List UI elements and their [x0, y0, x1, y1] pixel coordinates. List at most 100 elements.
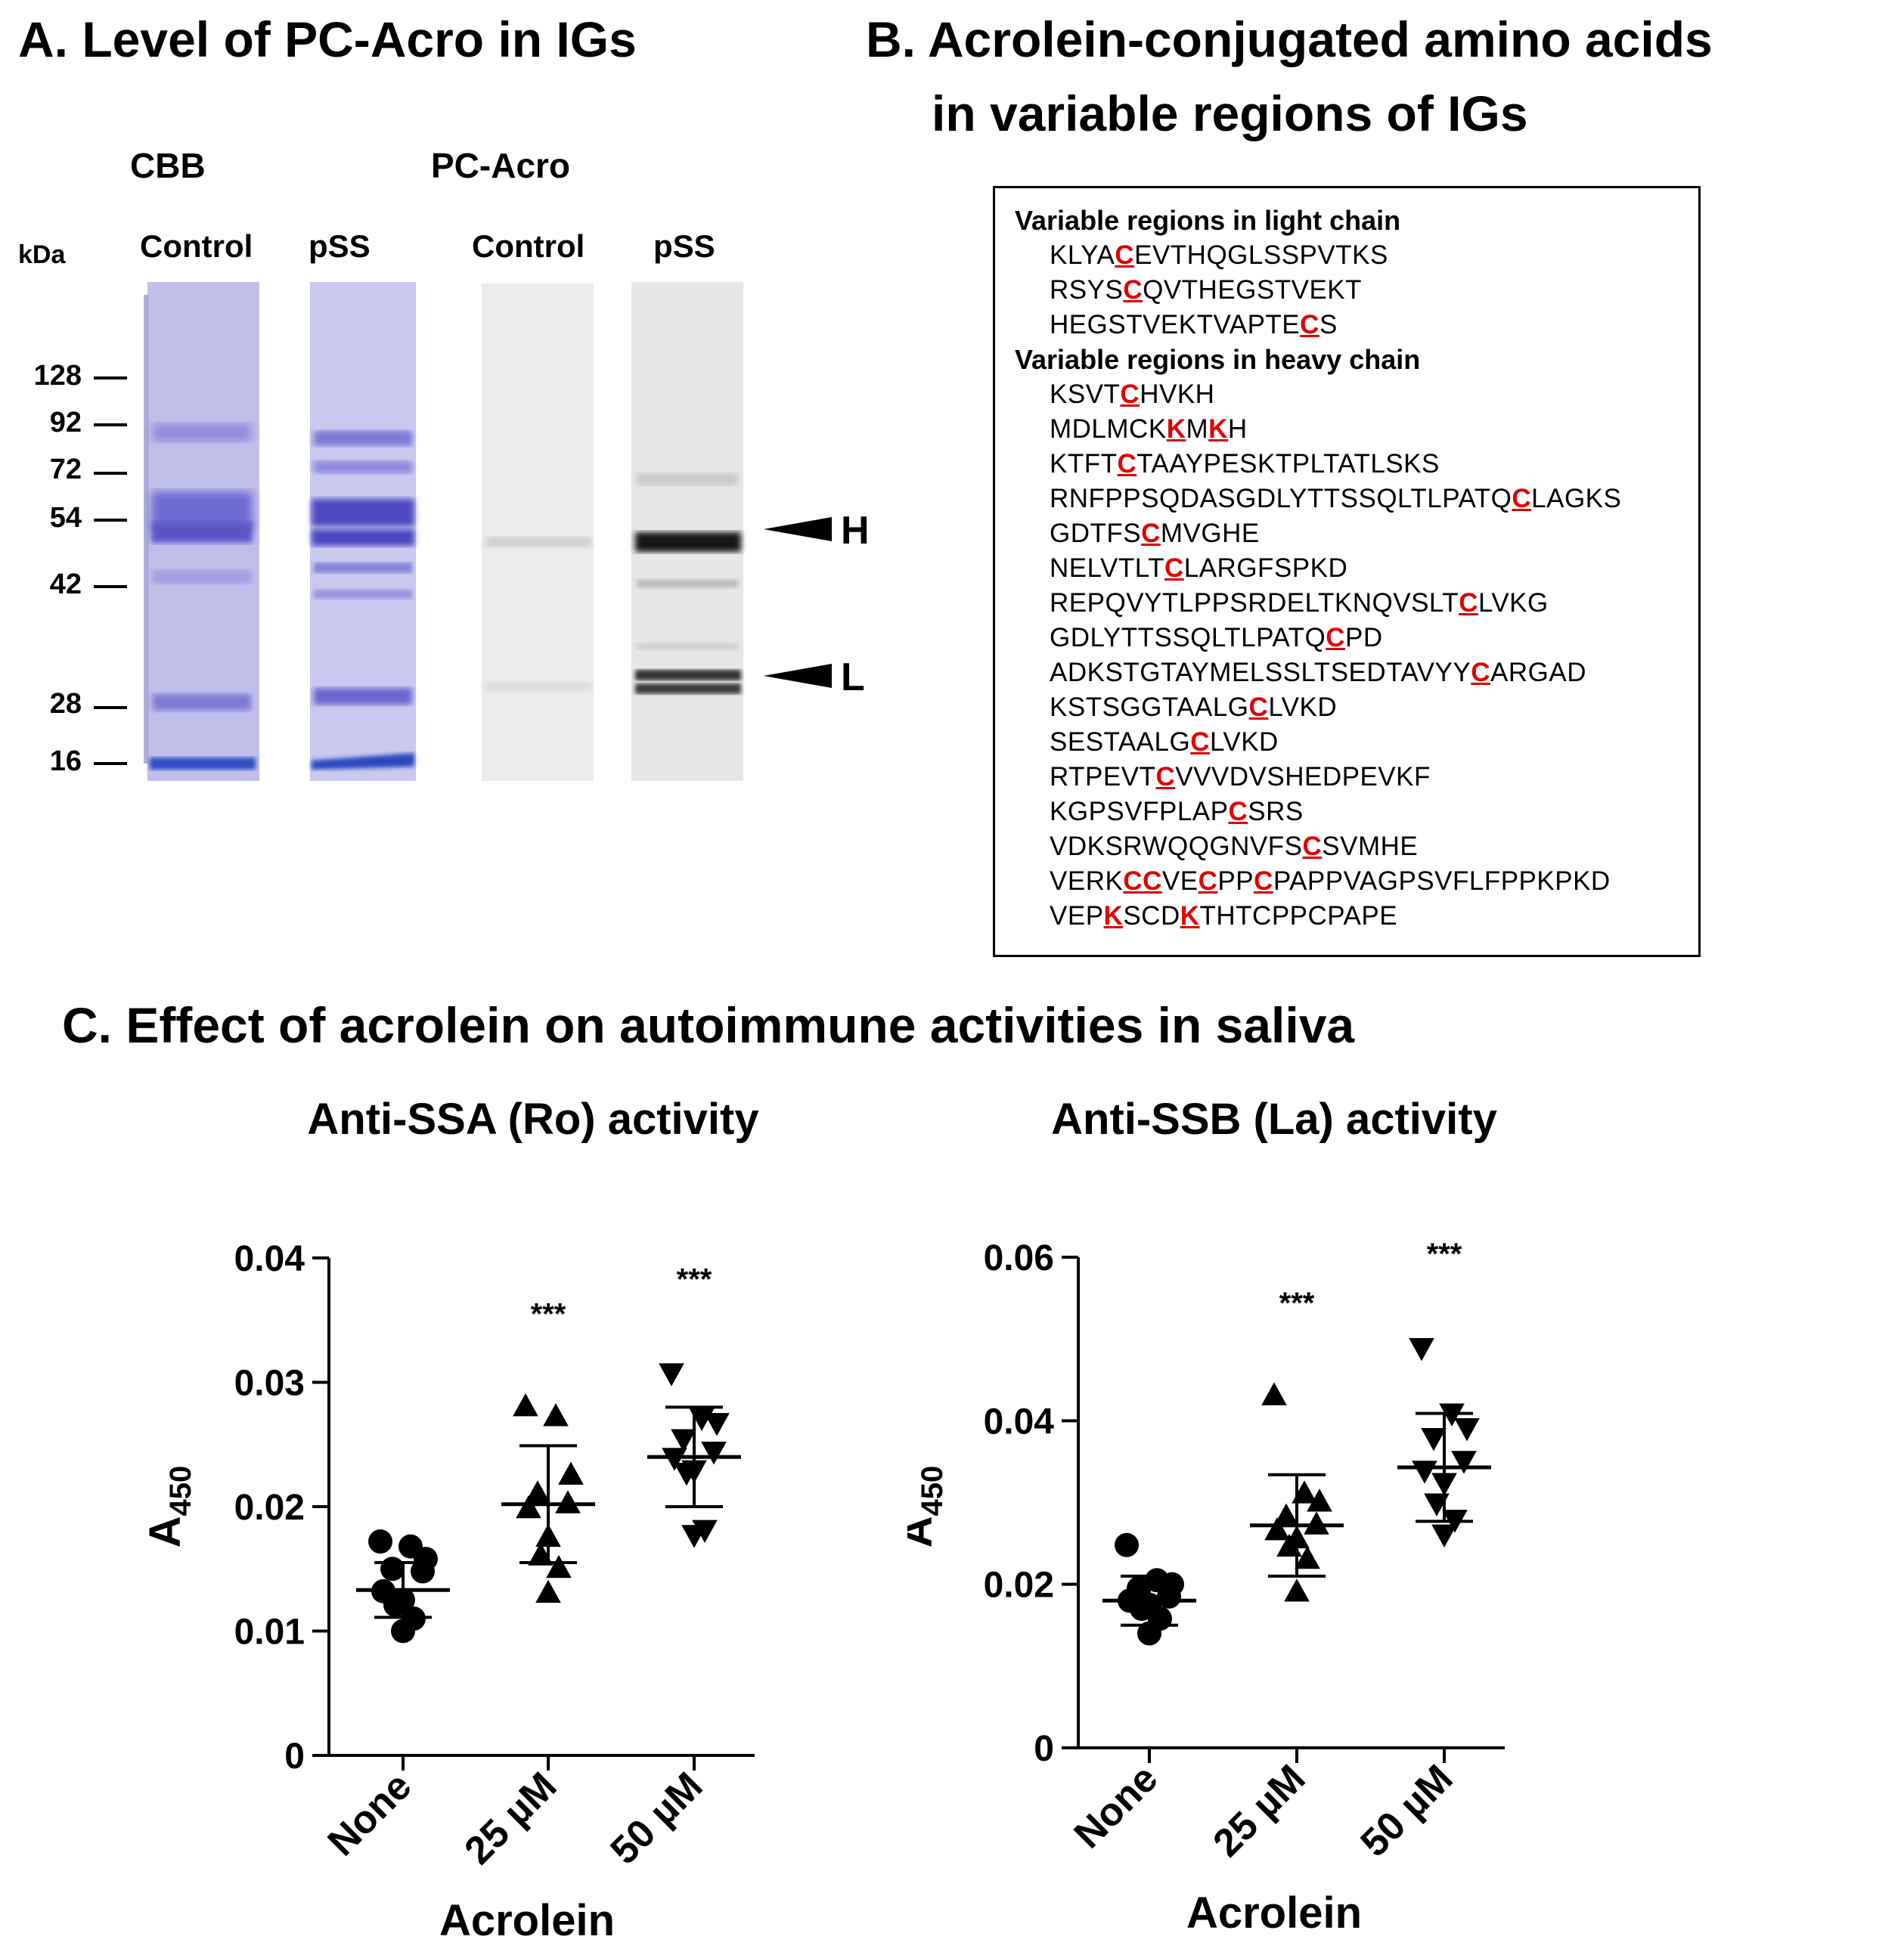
modified-residue: K	[1166, 414, 1186, 444]
heavy-chain-sequence: VDKSRWQQGNVFSCSVMHE	[1050, 832, 1419, 861]
cbb-label: CBB	[130, 146, 206, 185]
gel-blot-images	[144, 282, 743, 781]
y-tick-label: 0	[1034, 1729, 1054, 1769]
heavy-chain-sequence: RTPEVTCVVVDVSHEDPEVKF	[1050, 762, 1431, 792]
x-axis-label: Acrolein	[439, 1896, 615, 1945]
acro-control-blot	[482, 283, 594, 781]
heavy-chain-sequence: VEPKSCDKTHTCPPCPAPE	[1050, 901, 1398, 931]
heavy-chain-sequence: KTFTCTAAYPESKTPLTATLSKS	[1050, 449, 1440, 479]
heavy-chain-sequences: KSVTCHVKH MDLMCKKMKH KTFTCTAAYPESKTPLTATLS…	[995, 377, 1698, 934]
data-point	[1304, 1511, 1329, 1535]
light-chain-arrow	[764, 664, 832, 688]
heavy-chain-sequence: RNFPPSQDASGDLYTTSSQLTLPATQCLAGKS	[1050, 484, 1622, 513]
heavy-chain-sequence: VERKCCVECPPCPAPPVAGPSVFLFPPKPKD	[1050, 866, 1611, 896]
modified-residue: K	[1180, 901, 1200, 931]
data-point	[525, 1480, 550, 1504]
marker-tick	[94, 762, 127, 765]
heavy-chain-sequence: ADKSTGTAYMELSSLTSEDTAVYYCARGAD	[1050, 658, 1586, 687]
kda-label: kDa	[18, 240, 66, 269]
x-tick-label: 25 µM	[457, 1764, 566, 1873]
data-point	[411, 1559, 435, 1584]
marker-28: 28	[49, 688, 82, 720]
data-point	[546, 1554, 572, 1578]
significance-label: ***	[1427, 1238, 1462, 1271]
marker-tick	[94, 423, 127, 426]
heavy-chain-sequence: KGPSVFPLAPCSRS	[1050, 797, 1304, 826]
marker-tick	[94, 472, 127, 475]
x-tick-label: None	[1066, 1756, 1167, 1857]
data-point	[1451, 1451, 1477, 1474]
heavy-chain-sequence: GDTFSCMVGHE	[1050, 519, 1260, 548]
marker-tick	[94, 519, 127, 522]
data-point	[1454, 1417, 1480, 1442]
series-0	[356, 1529, 450, 1644]
data-point	[1157, 1584, 1181, 1609]
data-point	[1273, 1503, 1299, 1526]
x-tick-label: 25 µM	[1205, 1756, 1314, 1865]
light-chain-sequences: KLYACEVTHQGLSSPVTKS RSYSCQVTHEGSTVEKT HEGS…	[995, 238, 1698, 342]
data-point	[681, 1525, 707, 1548]
lane-label-acro-control: Control	[472, 228, 585, 264]
cbb-pss-gel	[310, 282, 416, 781]
marker-54: 54	[49, 502, 82, 534]
series-1	[501, 1393, 595, 1603]
data-point	[671, 1429, 696, 1452]
anti-ssb-chart: Anti-SSB (La) activity 0 0.02 0.04 0.06 A450 N…	[907, 1095, 1505, 1938]
pc-acro-label: PC-Acro	[431, 146, 571, 185]
data-point	[380, 1557, 405, 1582]
panel-c-title: C. Effect of acrolein on autoimmune acti…	[62, 997, 1355, 1053]
y-tick-label: 0.06	[984, 1238, 1054, 1278]
modified-residue: C	[1190, 727, 1210, 757]
y-tick-label: 0	[284, 1736, 305, 1777]
lane-label-acro-pss: pSS	[653, 228, 715, 264]
data-point	[1284, 1578, 1310, 1602]
panel-a-title: A. Level of PC-Acro in IGs	[18, 11, 637, 67]
modified-residue: C	[1117, 449, 1137, 479]
heavy-chain-sequence: KSVTCHVKH	[1050, 380, 1215, 409]
light-chain-sequence: RSYSCQVTHEGSTVEKT	[1050, 275, 1363, 305]
modified-residue: C	[1228, 797, 1248, 826]
data-point	[1307, 1489, 1332, 1512]
marker-tick	[94, 706, 127, 709]
data-point	[1439, 1403, 1465, 1427]
panel-b-title-line1: B. Acrolein-conjugated amino acids	[866, 11, 1713, 67]
heavy-chain-sequence: SESTAALGCLVKD	[1050, 727, 1279, 757]
y-axis-label: A450	[141, 1466, 197, 1548]
data-point	[704, 1413, 730, 1436]
data-point	[1295, 1545, 1320, 1569]
data-point	[558, 1461, 584, 1485]
chart-title: Anti-SSA (Ro) activity	[307, 1095, 758, 1144]
modified-residue: C	[1326, 623, 1345, 652]
x-axis-label: Acrolein	[1186, 1888, 1362, 1938]
heavy-chain-sequence: GDLYTTSSQLTLPATQCPD	[1050, 623, 1383, 652]
x-tick-label: 50 µM	[1353, 1756, 1462, 1865]
data-point	[516, 1495, 541, 1519]
series-0	[1102, 1532, 1196, 1646]
data-point	[659, 1363, 684, 1386]
x-tick-label: 50 µM	[603, 1764, 712, 1873]
significance-label: ***	[1279, 1287, 1315, 1320]
modified-residue: C	[1164, 553, 1184, 583]
data-point	[513, 1393, 538, 1417]
marker-72: 72	[49, 454, 82, 485]
acro-pss-blot	[631, 282, 743, 781]
heavy-chain-heading: Variable regions in heavy chain	[1015, 344, 1421, 375]
data-point	[701, 1441, 727, 1465]
heavy-chain-sequence: REPQVYTLPPSRDELTKNQVSLTCLVKG	[1050, 588, 1549, 618]
modified-residue: C	[1143, 866, 1162, 896]
light-chain-label: L	[841, 655, 865, 699]
data-point	[543, 1403, 569, 1427]
y-tick-label: 0.04	[984, 1402, 1055, 1442]
heavy-chain-sequence: NELVTLTCLARGFSPKD	[1050, 553, 1348, 583]
modified-residue: C	[1123, 866, 1143, 896]
modified-residue: C	[1115, 240, 1135, 270]
marker-tick	[94, 376, 127, 380]
data-point	[662, 1448, 687, 1471]
marker-42: 42	[49, 569, 82, 600]
data-point	[391, 1619, 415, 1644]
modified-residue: C	[1198, 866, 1218, 896]
data-point	[1115, 1532, 1139, 1557]
modified-residue: K	[1103, 901, 1124, 931]
data-point	[555, 1490, 581, 1513]
y-tick-label: 0.02	[234, 1488, 305, 1528]
